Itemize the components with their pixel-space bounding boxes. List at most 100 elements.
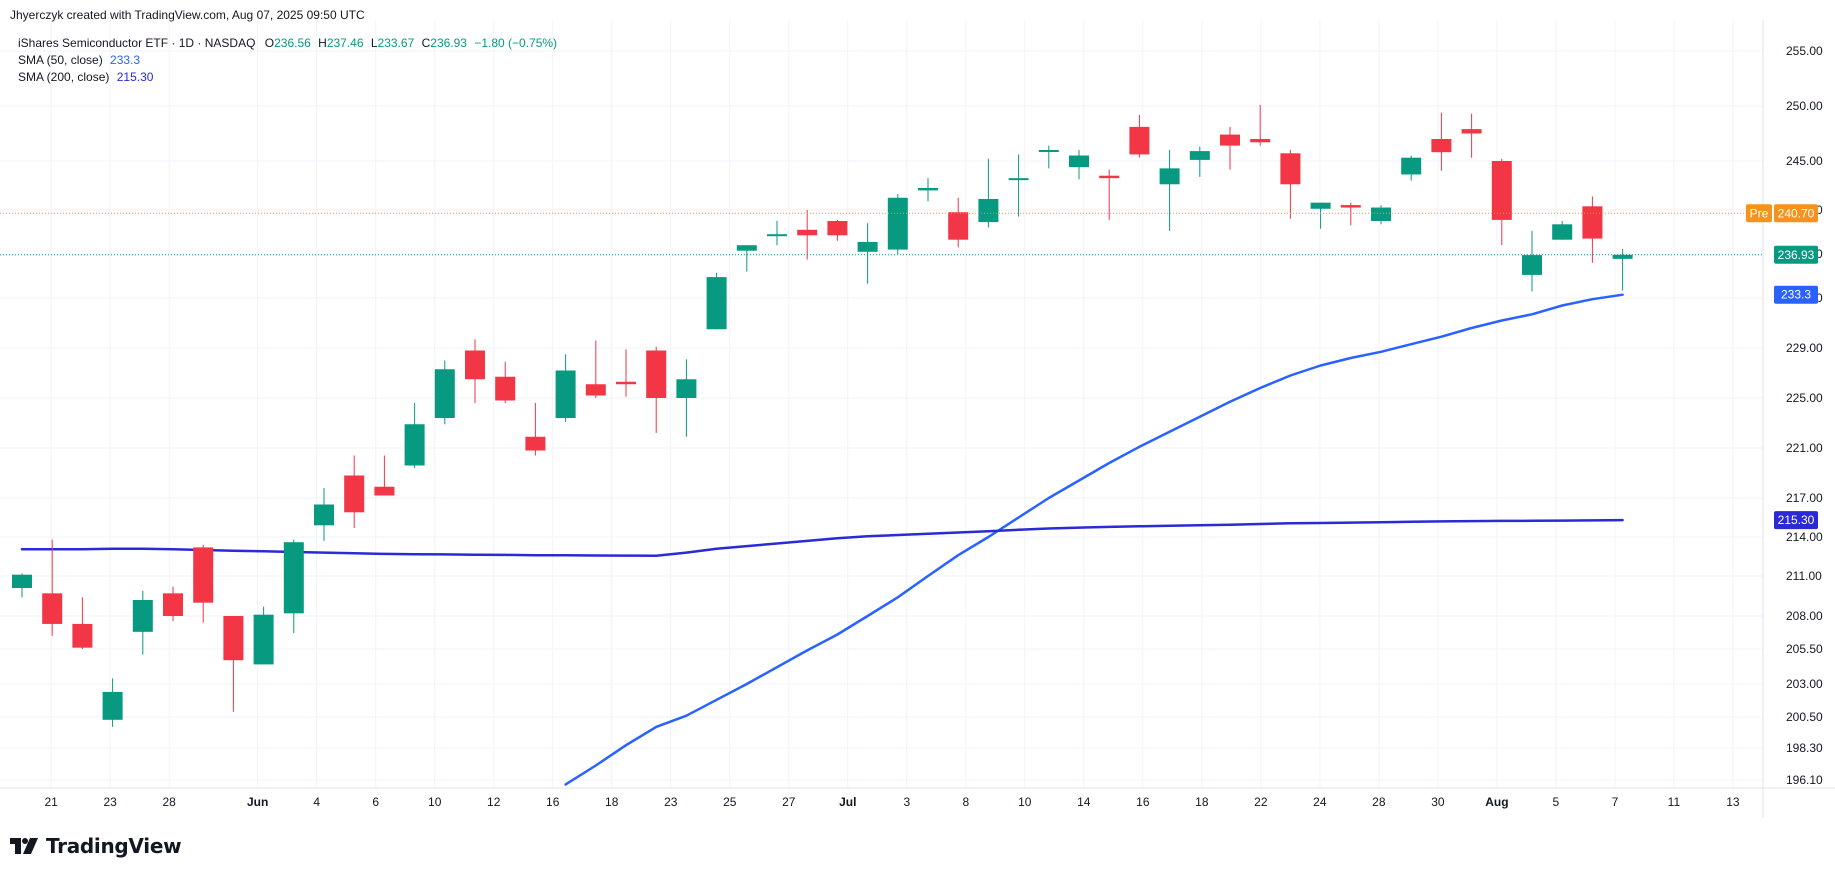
candle-up xyxy=(736,245,757,251)
price-tick-label: 250.00 xyxy=(1786,99,1823,113)
high-label: H xyxy=(318,36,327,50)
candle-down xyxy=(344,475,365,513)
price-tick-label: 200.50 xyxy=(1786,710,1823,724)
symbol-title: iShares Semiconductor ETF · 1D · NASDAQ xyxy=(18,36,256,50)
tradingview-logo-icon xyxy=(10,838,38,854)
date-tick-label: 13 xyxy=(1726,795,1740,809)
date-tick-label: 16 xyxy=(1136,795,1150,809)
date-tick-label: 14 xyxy=(1077,795,1091,809)
candle-down xyxy=(42,593,63,624)
sma50-label: SMA (50, close) xyxy=(18,53,103,67)
price-tick-label: 229.00 xyxy=(1786,341,1823,355)
candle-up xyxy=(102,691,123,720)
price-chart[interactable]: 196.10 198.30 200.50 203.00 205.50 208.00 211.… xyxy=(0,0,1835,820)
candle-down xyxy=(1491,161,1512,220)
date-tick-label: 22 xyxy=(1254,795,1268,809)
date-tick-label: Jun xyxy=(247,795,268,809)
price-tick-label: 205.50 xyxy=(1786,642,1823,656)
candle-down xyxy=(646,350,667,398)
date-tick-label: 12 xyxy=(487,795,501,809)
candle-up xyxy=(132,600,153,632)
candle-up xyxy=(1310,202,1331,209)
price-axis[interactable]: 196.10 198.30 200.50 203.00 205.50 208.00 211.… xyxy=(1746,20,1823,818)
price-tick-label: 203.00 xyxy=(1786,677,1823,691)
candle-up xyxy=(253,614,274,665)
candle-up xyxy=(555,370,576,418)
legend-sma50-row[interactable]: SMA (50, close) 233.3 xyxy=(18,52,557,69)
low-value: 233.67 xyxy=(377,36,415,50)
date-tick-label: 23 xyxy=(103,795,117,809)
candle-down xyxy=(1250,139,1271,143)
date-tick-label: 6 xyxy=(372,795,379,809)
last-price-tag: 236.93 xyxy=(1778,248,1815,262)
candle-up xyxy=(676,379,697,398)
candle-up xyxy=(434,369,455,418)
change-value: −1.80 (−0.75%) xyxy=(474,36,558,50)
header-bar: Jhyerczyk created with TradingView.com, … xyxy=(0,0,1835,30)
close-value: 236.93 xyxy=(430,36,467,50)
low-label: L xyxy=(370,36,378,50)
candle-up xyxy=(918,187,938,191)
candles xyxy=(12,104,1633,727)
date-tick-label: 11 xyxy=(1668,795,1681,809)
price-tick-label: 225.00 xyxy=(1786,391,1823,405)
chart-legend: iShares Semiconductor ETF · 1D · NASDAQ … xyxy=(18,35,557,86)
time-axis[interactable]: 21 23 28 Jun 4 6 10 12 16 18 23 25 27 Jul 3 8 10 14 16 18 22… xyxy=(0,787,1835,809)
candle-down xyxy=(163,593,183,616)
candle-down xyxy=(1280,153,1301,185)
sma200-line xyxy=(20,518,1624,557)
candle-down xyxy=(1340,205,1361,208)
date-tick-label: 10 xyxy=(1018,795,1032,809)
last-price-tag-bg xyxy=(1774,245,1818,264)
candle-up xyxy=(1612,254,1633,259)
date-tick-label: 16 xyxy=(546,795,560,809)
date-tick-label: 28 xyxy=(1372,795,1386,809)
date-tick-label: 18 xyxy=(605,795,619,809)
candle-down xyxy=(585,384,606,396)
candle-down xyxy=(525,436,546,451)
candle-down xyxy=(948,212,969,240)
date-tick-label: 5 xyxy=(1553,795,1560,809)
candle-up xyxy=(857,241,878,252)
price-tick-label: 211.00 xyxy=(1786,569,1822,583)
date-tick-label: 3 xyxy=(903,795,910,809)
candle-up xyxy=(1401,157,1422,175)
candle-down xyxy=(465,350,485,380)
candle-up xyxy=(706,277,727,330)
candle-up xyxy=(887,197,908,250)
open-label: O xyxy=(264,36,275,50)
candle-up xyxy=(767,234,787,237)
close-label: C xyxy=(421,36,431,50)
candle-down xyxy=(827,221,848,236)
date-tick-label: 4 xyxy=(313,795,320,809)
date-tick-label: 30 xyxy=(1431,795,1445,809)
date-tick-label: 27 xyxy=(782,795,796,809)
candle-down xyxy=(72,623,93,648)
sma200-label: SMA (200, close) xyxy=(18,70,110,84)
date-tick-label: Aug xyxy=(1485,795,1508,809)
pre-value-tag: 240.70 xyxy=(1778,206,1815,220)
price-tick-label: 245.00 xyxy=(1786,154,1823,168)
candle-down xyxy=(193,547,214,603)
candle-down xyxy=(797,229,818,236)
date-tick-label: 7 xyxy=(1612,795,1619,809)
price-tick-label: 208.00 xyxy=(1786,609,1823,623)
candle-up xyxy=(404,424,425,466)
legend-sma200-row[interactable]: SMA (200, close) 215.30 xyxy=(18,69,557,86)
pre-label-tag-bg xyxy=(1746,204,1772,223)
candle-up xyxy=(314,504,334,526)
candle-up xyxy=(12,574,32,588)
candle-down xyxy=(1220,134,1240,146)
sma50-line xyxy=(564,293,1624,786)
credit-text: Jhyerczyk created with TradingView.com, … xyxy=(10,8,365,22)
tradingview-logo[interactable]: TradingView xyxy=(10,834,182,858)
date-tick-label: 23 xyxy=(664,795,678,809)
price-tick-label: 214.00 xyxy=(1786,530,1823,544)
sma50-tag-bg xyxy=(1774,285,1818,304)
open-value: 236.56 xyxy=(274,36,311,50)
candle-down xyxy=(1461,129,1482,134)
pre-label-tag: Pre xyxy=(1750,206,1769,220)
date-tick-label: 10 xyxy=(428,795,442,809)
date-tick-label: 24 xyxy=(1313,795,1327,809)
candle-up xyxy=(1069,155,1089,168)
